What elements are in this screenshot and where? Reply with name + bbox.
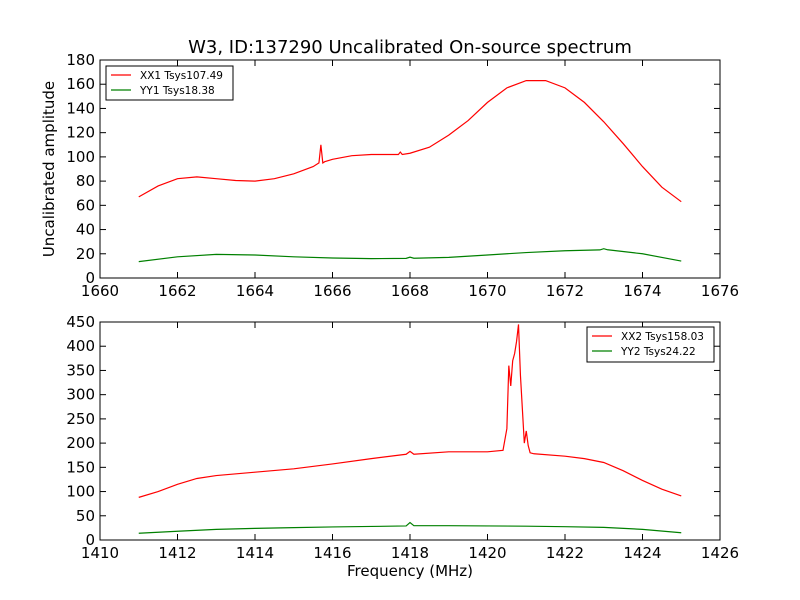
legend-entry: XX1 Tsys107.49: [140, 70, 223, 82]
x-axis-label: Frequency (MHz): [347, 562, 473, 580]
x-tick-label: 1668: [391, 282, 429, 300]
legend-entry: YY2 Tsys24.22: [620, 346, 696, 358]
y-tick-label: 100: [66, 483, 95, 501]
x-tick-label: 1676: [701, 282, 739, 300]
bottom-panel: 1410 1412 1414 1416 1418 1420 1422 1424 1426 0 50 1…: [66, 313, 739, 562]
y-tick-label: 40: [76, 221, 95, 239]
series-line-1-0: [138, 324, 682, 498]
x-tick-label: 1410: [81, 544, 119, 562]
y-tick-label: 80: [76, 172, 95, 190]
y-tick-label: 350: [66, 361, 95, 379]
y-tick-label: 300: [66, 386, 95, 404]
y-tick-label: 400: [66, 337, 95, 355]
x-tick-label: 1412: [158, 544, 196, 562]
y-tick-label: 60: [76, 196, 95, 214]
x-tick-label: 1672: [546, 282, 584, 300]
y-tick-label: 140: [66, 99, 95, 117]
y-tick-label: 180: [66, 51, 95, 69]
x-tick-label: 1664: [236, 282, 274, 300]
chart-title: W3, ID:137290 Uncalibrated On-source spe…: [188, 37, 632, 58]
y-tick-label: 100: [66, 148, 95, 166]
y-tick-label: 160: [66, 75, 95, 93]
legend: XX1 Tsys107.49 YY1 Tsys18.38: [105, 65, 234, 101]
x-tick-label: 1670: [468, 282, 506, 300]
y-tick-label: 50: [76, 507, 95, 525]
top-panel: 1660 1662 1664 1666 1668 1670 1672 1674 1676 0 20 4…: [66, 51, 739, 300]
legend: XX2 Tsys158.03 YY2 Tsys24.22: [586, 326, 715, 363]
y-axis-label: Uncalibrated amplitude: [40, 81, 58, 257]
x-tick-label: 1414: [236, 544, 274, 562]
x-tick-label: 1418: [391, 544, 429, 562]
y-tick-label: 200: [66, 434, 95, 452]
legend-entry: XX2 Tsys158.03: [621, 331, 704, 343]
x-tick-label: 1422: [546, 544, 584, 562]
series-line-0-1: [138, 248, 682, 263]
y-tick-label: 120: [66, 124, 95, 142]
x-tick-label: 1426: [701, 544, 739, 562]
x-tick-label: 1674: [623, 282, 661, 300]
series-line-0-0: [138, 79, 682, 203]
y-tick-label: 0: [85, 531, 95, 549]
x-tick-label: 1424: [623, 544, 661, 562]
x-tick-label: 1420: [468, 544, 506, 562]
x-tick-label: 1666: [313, 282, 351, 300]
y-tick-label: 20: [76, 245, 95, 263]
series-line-1-1: [138, 521, 682, 534]
x-tick-label: 1416: [313, 544, 351, 562]
legend-entry: YY1 Tsys18.38: [139, 85, 215, 97]
y-tick-label: 450: [66, 313, 95, 331]
y-tick-label: 150: [66, 458, 95, 476]
x-tick-label: 1660: [81, 282, 119, 300]
y-tick-label: 250: [66, 410, 95, 428]
y-tick-label: 0: [85, 269, 95, 287]
x-tick-label: 1662: [158, 282, 196, 300]
